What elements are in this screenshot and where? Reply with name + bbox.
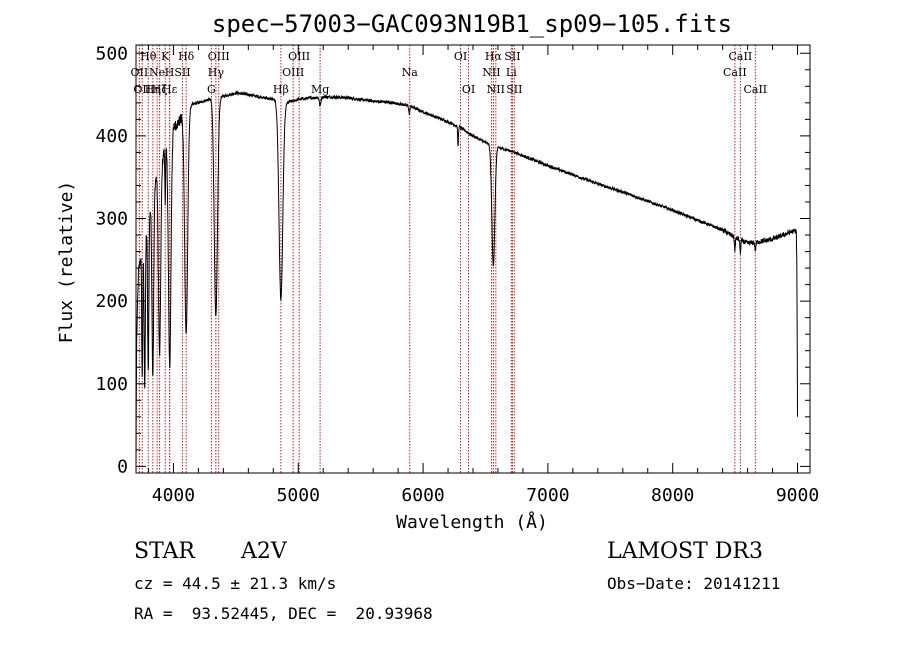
line-marker-label: OII: [131, 66, 149, 79]
line-marker-label: OIII: [288, 50, 310, 63]
line-markers: [138, 45, 756, 473]
chart-title: spec−57003−GAC093N19B1_sp09−105.fits: [212, 10, 732, 38]
x-tick-label: 7000: [526, 485, 569, 506]
x-tick-label: 4000: [152, 485, 195, 506]
line-marker-label: NII: [482, 66, 500, 79]
plot-frame: [135, 44, 811, 474]
y-tick-label: 0: [117, 456, 128, 477]
line-marker-label: K: [161, 50, 170, 63]
redshift-value: cz = 44.5 ± 21.3 km/s: [134, 574, 337, 593]
y-tick-label: 400: [95, 126, 128, 147]
line-marker-label: Na: [402, 66, 419, 79]
y-axis-label: Flux (relative): [56, 181, 77, 344]
line-marker-label: Hζ: [152, 83, 168, 96]
survey-name: LAMOST DR3: [607, 539, 763, 564]
line-marker-label: Hη: [145, 83, 161, 96]
axis-ticks: 4000 5000 6000 7000 8000 9000 0 100 200 300 400 500: [95, 43, 819, 506]
line-marker-label: Hβ: [273, 83, 289, 96]
x-tick-label: 6000: [401, 485, 444, 506]
line-marker-label: SII: [506, 83, 522, 96]
line-marker-label: Hθ: [140, 50, 157, 63]
y-tick-label: 100: [95, 374, 128, 395]
line-marker-label: CaII: [723, 66, 747, 79]
line-marker-label: OIII: [208, 50, 230, 63]
x-tick-label: 9000: [776, 485, 819, 506]
line-marker-label: OI: [462, 83, 475, 96]
line-marker-label: NII: [487, 83, 505, 96]
x-tick-label: 5000: [277, 485, 320, 506]
y-tick-label: 200: [95, 291, 128, 312]
line-marker-labels: OIIOIIHθHηNeHζKHHεSIIHδGHγOIIIHβOIIIOIII…: [131, 50, 768, 96]
y-tick-label: 300: [95, 209, 128, 230]
line-marker-label: Hγ: [208, 66, 225, 79]
line-marker-label: Hδ: [178, 50, 195, 63]
spectrum-line: [135, 90, 798, 467]
line-marker-label: SII: [174, 66, 190, 79]
y-tick-label: 500: [95, 43, 128, 64]
x-tick-label: 8000: [651, 485, 694, 506]
object-subclass: A2V: [241, 539, 287, 564]
line-marker-label: SII: [504, 50, 520, 63]
object-class: STAR: [134, 539, 195, 564]
line-marker-label: OIII: [282, 66, 304, 79]
x-axis-label: Wavelength (Å): [396, 511, 548, 533]
line-marker-label: H: [165, 66, 175, 79]
line-marker-label: Mg: [311, 83, 329, 96]
line-marker-label: Li: [506, 66, 517, 79]
line-marker-label: CaII: [743, 83, 767, 96]
line-marker-label: OI: [454, 50, 467, 63]
line-marker-label: Ne: [149, 66, 165, 79]
line-marker-label: Hα: [485, 50, 503, 63]
line-marker-label: Hε: [162, 83, 178, 96]
obs-date: Obs−Date: 20141211: [607, 574, 781, 593]
coordinates: RA = 93.52445, DEC = 20.93968: [134, 604, 433, 623]
line-marker-label: CaII: [729, 50, 753, 63]
line-marker-label: G: [207, 83, 216, 96]
